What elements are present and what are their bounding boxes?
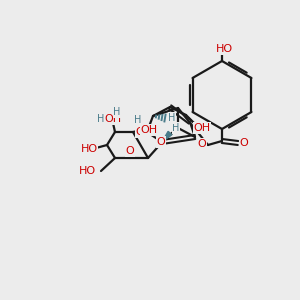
Text: HO: HO xyxy=(215,44,232,54)
Text: O: O xyxy=(157,137,165,147)
Text: HO: HO xyxy=(78,166,96,176)
Text: H: H xyxy=(172,123,180,133)
Text: OH: OH xyxy=(104,114,122,124)
Text: O: O xyxy=(198,139,206,149)
Text: H: H xyxy=(168,113,176,123)
Text: OH: OH xyxy=(194,123,211,133)
Text: OH: OH xyxy=(140,125,158,135)
Text: O: O xyxy=(240,138,248,148)
Text: H: H xyxy=(97,114,105,124)
Polygon shape xyxy=(162,131,172,142)
Text: HO: HO xyxy=(80,144,98,154)
Text: H: H xyxy=(134,115,142,125)
Text: H: H xyxy=(113,107,121,117)
Text: O: O xyxy=(126,146,134,156)
Text: O: O xyxy=(136,127,144,137)
